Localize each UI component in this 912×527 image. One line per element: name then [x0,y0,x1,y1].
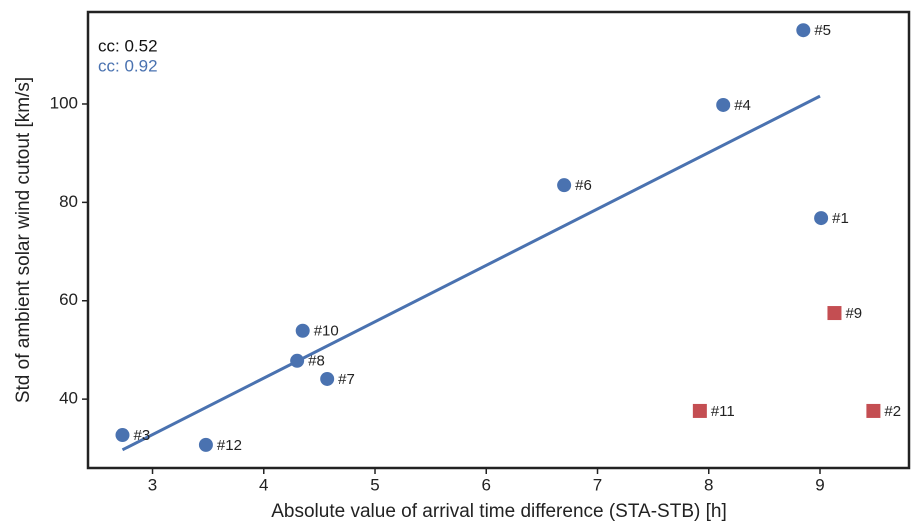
x-tick-label: 6 [482,475,491,494]
fit-line [121,94,821,452]
point-label: #7 [338,371,355,388]
point-label: #1 [832,210,849,227]
y-tick-label: 100 [50,93,78,112]
point-label: #5 [814,22,831,39]
point-label: #3 [133,427,150,444]
data-point [827,306,842,321]
data-point [198,437,213,452]
point-label: #9 [845,305,862,322]
y-tick-label: 40 [59,389,78,408]
x-tick-label: 8 [704,475,713,494]
data-point [796,23,811,38]
x-tick-label: 3 [148,475,157,494]
point-label: #11 [711,403,735,420]
data-point [290,353,305,368]
x-tick-label: 5 [370,475,379,494]
plot-frame [86,10,911,470]
data-point [557,178,572,193]
data-point [692,403,707,418]
annotation: cc: 0.92 [98,56,158,75]
x-tick-label: 4 [259,475,268,494]
x-tick-label: 9 [815,475,824,494]
point-label: #8 [308,353,325,370]
point-label: #6 [575,177,592,194]
y-tick-label: 60 [59,290,78,309]
data-point [320,371,335,386]
data-point [866,403,881,418]
annotation: cc: 0.52 [98,36,158,55]
x-tick-label: 7 [593,475,602,494]
point-label: #12 [217,437,242,454]
y-axis-label: Std of ambient solar wind cutout [km/s] [13,77,34,403]
data-point [814,211,829,226]
data-point [716,97,731,112]
data-point [295,323,310,338]
data-point [115,428,130,443]
point-label: #2 [884,403,901,420]
point-label: #10 [314,323,339,340]
y-tick-label: 80 [59,192,78,211]
point-label: #4 [734,97,751,114]
x-axis-label: Absolute value of arrival time differenc… [271,501,726,522]
